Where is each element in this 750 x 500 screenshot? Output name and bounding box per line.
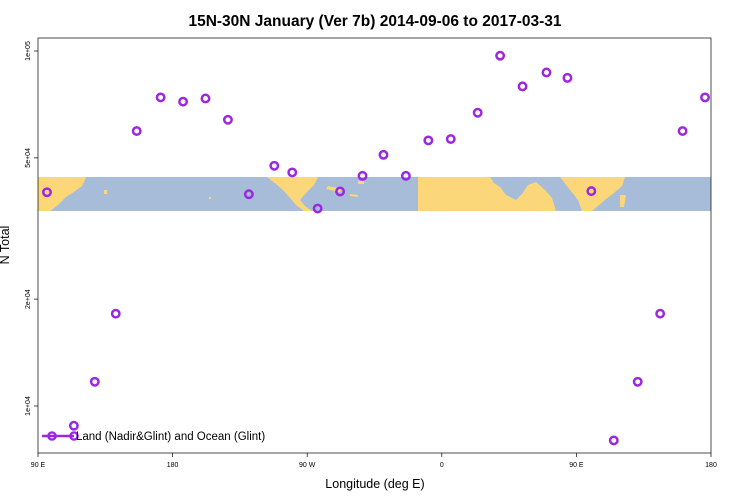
data-point	[335, 186, 346, 197]
data-point	[200, 93, 211, 104]
data-point	[517, 81, 528, 92]
legend: Land (Nadir&Glint) and Ocean (Glint)	[42, 431, 265, 443]
data-point	[632, 376, 643, 387]
data-point	[68, 420, 79, 431]
x-tick-label: 90 E	[31, 462, 46, 469]
map-band	[38, 177, 711, 211]
chart-title: 15N-30N January (Ver 7b) 2014-09-06 to 2…	[188, 13, 561, 30]
land-mass	[418, 177, 556, 211]
data-point	[131, 126, 142, 136]
data-point	[472, 107, 483, 118]
plot-frame	[37, 37, 712, 454]
legend-marker	[69, 431, 79, 441]
data-point	[445, 134, 456, 144]
data-point	[312, 203, 323, 214]
data-point	[400, 170, 411, 181]
y-tick-label: 2e+04	[25, 289, 32, 309]
land-mass	[209, 197, 211, 199]
data-point	[562, 72, 573, 83]
x-tick-label: 180	[705, 462, 717, 469]
x-tick-label: 0	[440, 462, 444, 469]
y-tick-label: 1e+04	[25, 396, 32, 416]
land-mass	[358, 181, 364, 184]
y-axis-title: N Total	[0, 226, 12, 265]
data-point	[243, 189, 254, 200]
data-point	[586, 186, 597, 197]
y-tick-label: 5e+04	[25, 148, 32, 168]
data-point	[178, 96, 189, 107]
data-point	[655, 308, 666, 319]
land-mass	[104, 190, 107, 194]
data-point	[287, 167, 298, 178]
land-mass	[350, 194, 358, 197]
data-points	[42, 50, 710, 446]
data-point	[423, 135, 434, 146]
data-point	[110, 308, 121, 319]
data-point	[42, 187, 52, 198]
x-tick-label: 90 W	[299, 462, 316, 469]
x-tick-label: 90 E	[569, 462, 584, 469]
land-mass	[620, 195, 626, 207]
x-axis-title: Longitude (deg E)	[325, 477, 424, 491]
legend-label: Land (Nadir&Glint) and Ocean (Glint)	[76, 431, 265, 443]
data-point	[222, 114, 233, 125]
data-point	[269, 160, 280, 171]
y-axis: 1e+04 2e+04 5e+04 1e+05	[25, 41, 38, 416]
data-point	[608, 435, 619, 446]
legend-marker	[47, 431, 57, 441]
data-point	[495, 50, 506, 61]
data-point	[155, 92, 166, 103]
x-axis: 90 E 180 90 W 0 90 E 180	[31, 453, 717, 469]
data-point	[89, 376, 100, 387]
data-point	[378, 149, 389, 160]
land-mass	[267, 177, 318, 211]
data-point	[357, 170, 368, 181]
data-point	[700, 92, 710, 103]
x-tick-label: 180	[167, 462, 179, 469]
y-tick-label: 1e+05	[25, 41, 32, 61]
data-point	[677, 126, 688, 136]
land-mass	[326, 186, 342, 192]
data-point	[541, 67, 552, 78]
land-mass	[38, 177, 86, 211]
